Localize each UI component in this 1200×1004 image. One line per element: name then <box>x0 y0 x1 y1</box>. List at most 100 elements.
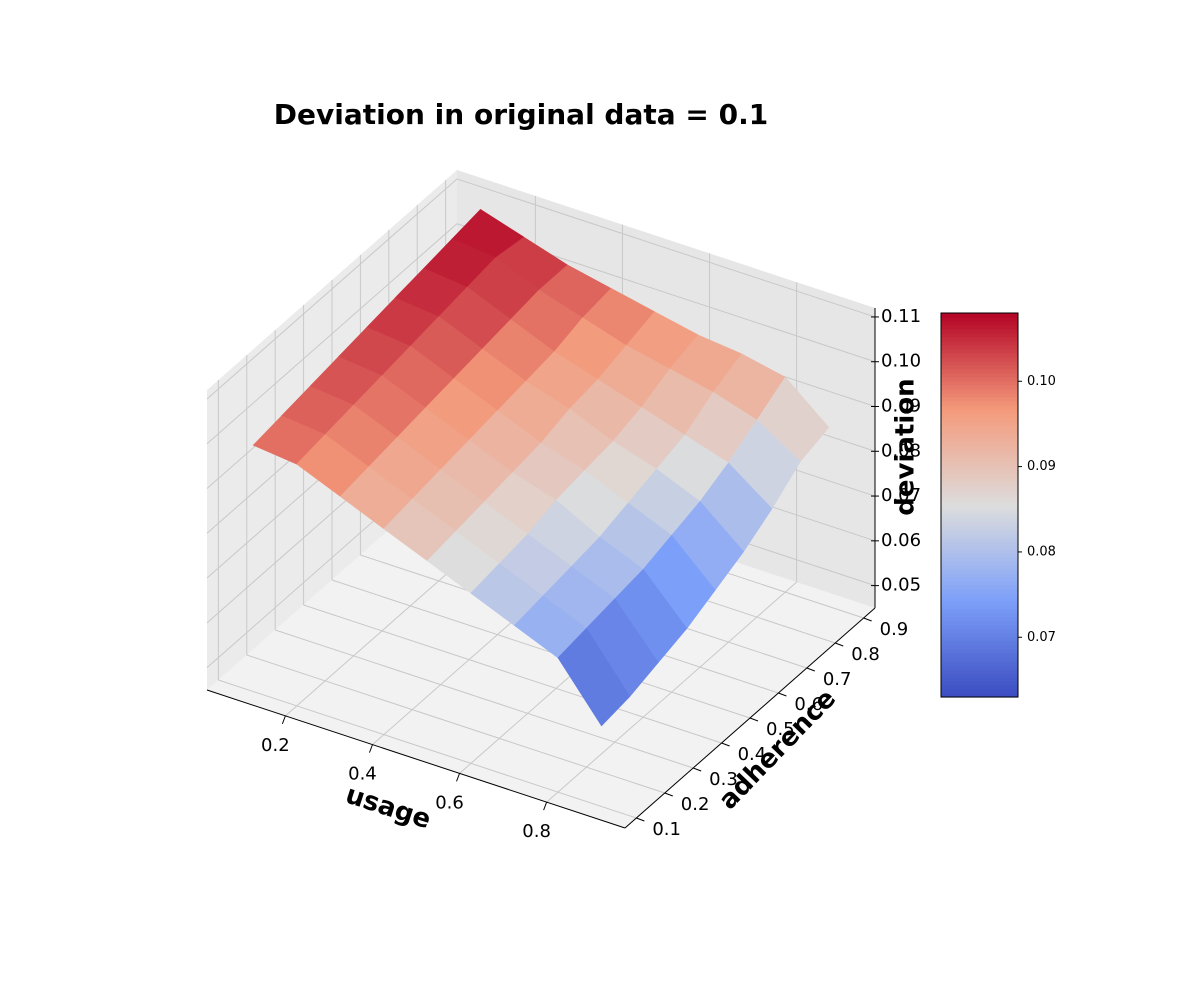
colorbar-band <box>941 357 1018 362</box>
colorbar-band <box>941 385 1018 390</box>
colorbar-band <box>941 589 1018 594</box>
colorbar-band <box>941 565 1018 570</box>
colorbar-band <box>941 457 1018 462</box>
colorbar-band <box>941 325 1018 330</box>
colorbar-band <box>941 493 1018 498</box>
z-tick-label: 0.07 <box>881 485 921 506</box>
colorbar-band <box>941 645 1018 650</box>
y-tick-label: 0.4 <box>738 744 767 765</box>
colorbar-band <box>941 509 1018 514</box>
colorbar-band <box>941 373 1018 378</box>
x-tick-label: 0.4 <box>348 764 377 785</box>
colorbar-tick-label: 0.08 <box>1027 544 1056 559</box>
colorbar-band <box>941 517 1018 522</box>
colorbar-band <box>941 653 1018 658</box>
colorbar-band <box>941 473 1018 478</box>
colorbar-band <box>941 649 1018 654</box>
y-tick-label: 0.5 <box>766 719 795 740</box>
y-tick-mark <box>749 717 759 722</box>
colorbar-band <box>941 365 1018 370</box>
colorbar-band <box>941 605 1018 610</box>
z-tick-label: 0.10 <box>881 351 921 372</box>
colorbar-band <box>941 393 1018 398</box>
y-tick-label: 0.1 <box>652 819 681 840</box>
colorbar-band <box>941 621 1018 626</box>
colorbar-band <box>941 313 1018 318</box>
colorbar-band <box>941 361 1018 366</box>
colorbar-band <box>941 693 1018 698</box>
y-tick-mark <box>721 742 730 747</box>
colorbar-band <box>941 613 1018 618</box>
colorbar-band <box>941 601 1018 606</box>
colorbar-band <box>941 417 1018 422</box>
colorbar-band <box>941 337 1018 342</box>
colorbar-band <box>941 533 1018 538</box>
y-tick-mark <box>636 817 645 822</box>
colorbar-band <box>941 349 1018 354</box>
y-tick-label: 0.7 <box>823 669 852 690</box>
colorbar-band <box>941 677 1018 682</box>
colorbar-band <box>941 449 1018 454</box>
colorbar-band <box>941 441 1018 446</box>
y-tick-mark <box>863 617 872 622</box>
colorbar-band <box>941 341 1018 346</box>
colorbar-band <box>941 353 1018 358</box>
x-axis-line <box>206 689 626 829</box>
colorbar-band <box>941 681 1018 686</box>
chart-title: Deviation in original data = 0.1 <box>274 98 768 131</box>
colorbar-band <box>941 409 1018 414</box>
colorbar-band <box>941 557 1018 562</box>
grid-line <box>331 579 751 719</box>
colorbar-band <box>941 501 1018 506</box>
x-tick-mark <box>456 773 461 782</box>
z-tick-label: 0.05 <box>881 575 921 596</box>
colorbar-band <box>941 489 1018 494</box>
colorbar-band <box>941 329 1018 334</box>
x-tick-mark <box>281 715 286 725</box>
x-tick-label: 0.2 <box>261 735 290 756</box>
grid-line <box>206 178 458 400</box>
colorbar-band <box>941 665 1018 670</box>
colorbar-band <box>941 633 1018 638</box>
colorbar-band <box>941 513 1018 518</box>
colorbar-band <box>941 333 1018 338</box>
x-axis-title: usage <box>342 780 435 836</box>
colorbar-band <box>941 317 1018 322</box>
surface-patch <box>557 627 631 727</box>
colorbar-band <box>941 445 1018 450</box>
colorbar-band <box>941 545 1018 550</box>
colorbar-band <box>941 593 1018 598</box>
grid-line <box>275 629 694 769</box>
colorbar-band <box>941 345 1018 350</box>
y-tick-label: 0.2 <box>681 794 710 815</box>
colorbar-band <box>941 461 1018 466</box>
colorbar-band <box>941 685 1018 690</box>
colorbar-band <box>941 429 1018 434</box>
grid-line <box>456 178 876 318</box>
colorbar-band <box>941 657 1018 662</box>
colorbar-band <box>941 321 1018 326</box>
colorbar-band <box>941 485 1018 490</box>
x-tick-mark <box>543 801 548 811</box>
colorbar-band <box>941 577 1018 582</box>
colorbar-band <box>941 573 1018 578</box>
grid-line <box>246 654 665 794</box>
colorbar-band <box>941 425 1018 430</box>
colorbar-band <box>941 661 1018 666</box>
colorbar-band <box>941 581 1018 586</box>
colorbar-band <box>941 637 1018 642</box>
y-tick-mark <box>778 692 787 697</box>
colorbar-band <box>941 377 1018 382</box>
y-tick-mark <box>664 792 673 797</box>
colorbar-band <box>941 401 1018 406</box>
colorbar-band <box>941 389 1018 394</box>
colorbar-band <box>941 453 1018 458</box>
colorbar-band <box>941 597 1018 602</box>
colorbar-band <box>941 629 1018 634</box>
colorbar-band <box>941 585 1018 590</box>
colorbar-tick-label: 0.10 <box>1027 374 1056 389</box>
x-tick-label: 0.6 <box>435 792 464 813</box>
y-tick-label: 0.8 <box>851 644 880 665</box>
colorbar-band <box>941 641 1018 646</box>
